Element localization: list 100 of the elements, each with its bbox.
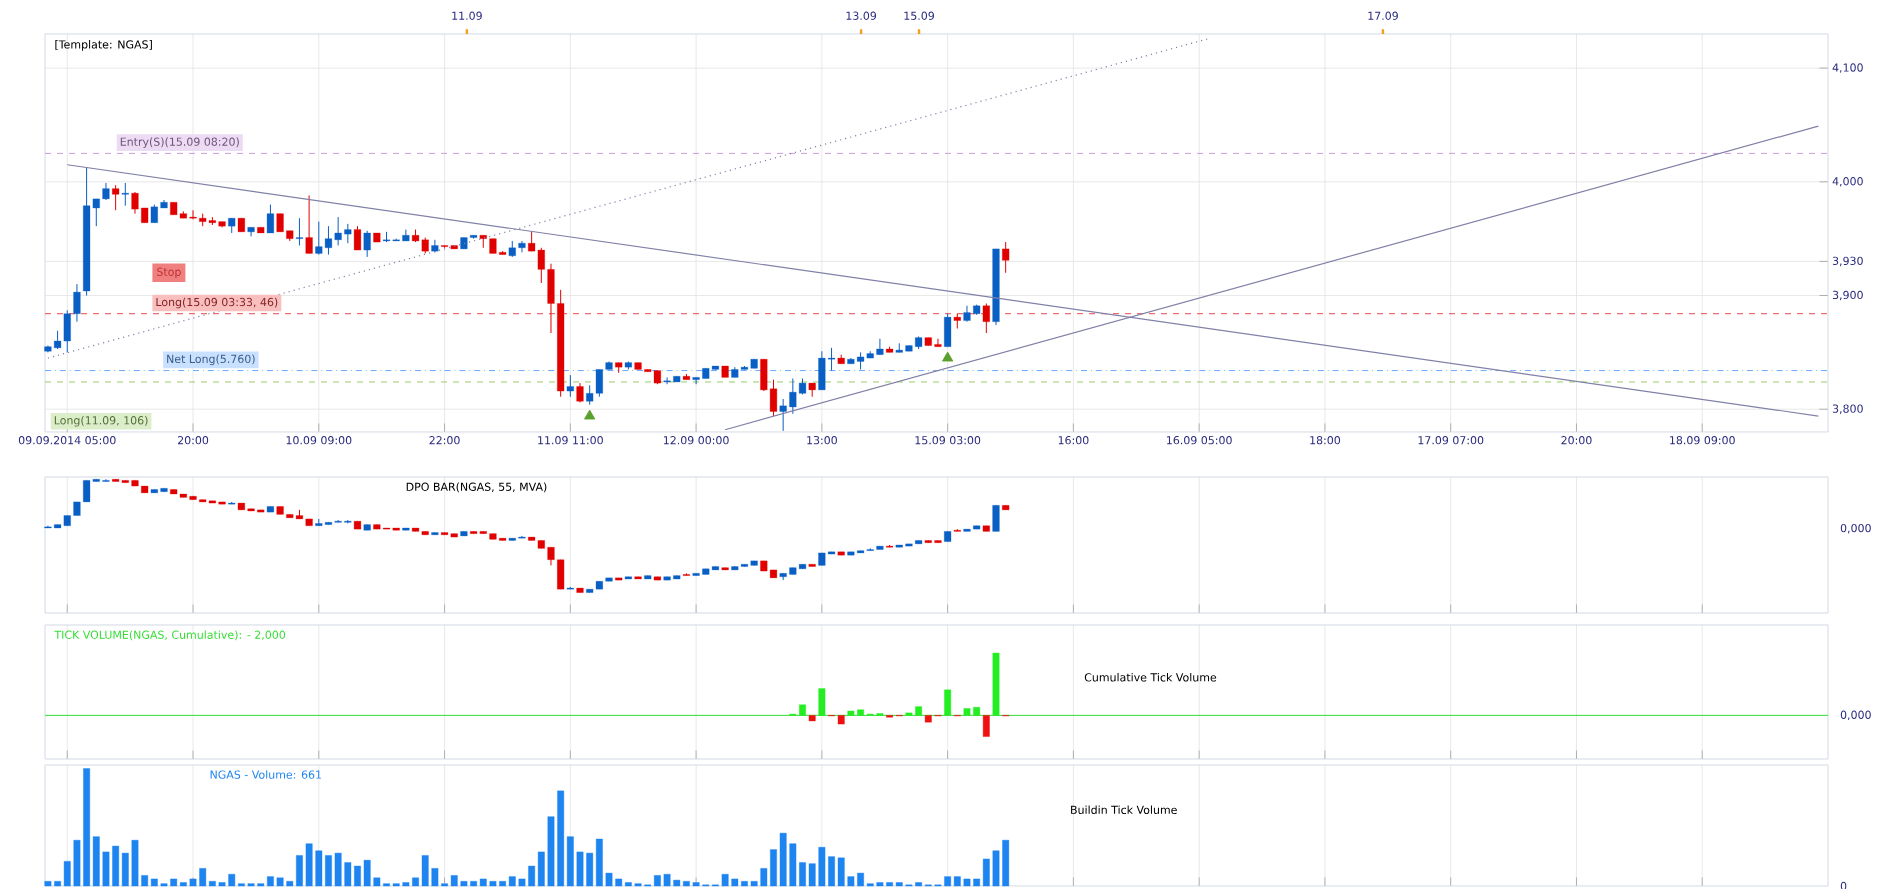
bar [944,876,952,887]
y-tick-label: 4,100 [1832,63,1863,73]
bar [73,839,81,887]
text: 13.09 [846,11,877,20]
bar [354,865,361,887]
bar [112,845,120,887]
bar [915,882,922,887]
annotation: Net Long(5.760) [167,354,255,366]
candlestick [344,223,352,244]
bar [886,882,893,887]
candlestick [1002,241,1010,274]
y-tick-label: 4,000 [1832,177,1863,187]
bar [489,881,497,887]
bar [837,857,845,887]
bar [334,852,342,887]
bar [83,768,91,887]
x-tick-label: 22:00 [429,436,460,445]
x-tick-label: 20:00 [178,436,209,445]
bar [663,874,671,887]
annotation: Entry(S)(15.09 08:20) [120,137,239,148]
candlestick [102,478,110,483]
x-tick-label: 18.09 09:00 [1670,436,1735,445]
x-tick-label: 16.09 05:00 [1167,436,1232,445]
bar [421,855,429,887]
bar [895,882,903,887]
bar [982,715,990,737]
bar [54,881,61,887]
candlestick [692,376,700,385]
bar [63,861,71,887]
chart-title: DPO BAR(NGAS, 55, MVA) [406,482,547,493]
x-tick-label: 18:00 [1310,436,1341,445]
bar [247,883,255,887]
x-tick-label: 13:00 [807,436,837,445]
bar [160,883,168,887]
bar [508,876,516,887]
bar [683,881,690,887]
bar [373,877,381,887]
bar [412,877,419,887]
x-tick-label: 17.09 07:00 [1418,436,1484,445]
x-tick-label: 11.09 11:00 [538,436,603,445]
bar [857,709,864,716]
candlestick [547,546,555,566]
annotation: Long(15.09 03:33, 46) [156,297,278,309]
bar [431,868,439,887]
bar [547,816,555,887]
candlestick [266,204,274,234]
bar [450,875,458,887]
bar [721,874,729,887]
bar [828,856,835,887]
bar [305,843,313,887]
bar [238,883,245,887]
candlestick [131,191,139,215]
text: 17.09 [1368,11,1398,20]
bar [499,881,507,887]
bar [963,878,971,887]
bar [624,882,632,887]
bar [276,877,284,887]
bar [576,851,584,887]
bar [460,881,468,887]
chart-title: NGAS - Volume: 661 [210,770,322,779]
bar [392,883,400,887]
text: 15.09 [904,11,935,20]
candlestick [73,283,81,323]
candlestick [934,338,942,348]
bar [528,865,536,887]
bar [953,876,961,887]
bar [731,878,739,887]
bar [673,879,681,887]
bar [692,882,700,887]
candlestick [876,338,884,356]
bar [654,875,661,887]
bar [750,881,758,887]
bar [789,843,797,887]
candlestick [305,194,313,254]
y-tick-label: 3,800 [1832,404,1863,414]
bar [92,836,100,887]
candlestick [982,302,990,334]
bar [102,851,110,887]
candlestick [518,240,526,253]
bar [286,881,294,887]
text: 0,000 [1840,523,1871,534]
bar [179,882,187,887]
candlestick [121,182,129,207]
bar [866,883,874,887]
candlestick [566,374,574,398]
bar [818,847,826,887]
annotation: Buildin Tick Volume [1071,805,1177,815]
bar [944,689,952,716]
bar [605,872,613,887]
candlestick [295,217,303,246]
bar [363,859,371,887]
bar [779,832,787,887]
bar [973,707,981,716]
bar [170,878,178,887]
bar [818,688,826,716]
candlestick [828,347,836,372]
bar [963,708,971,716]
bar [770,849,777,887]
bar [799,704,806,716]
x-tick-label: 15.09 03:00 [915,436,981,445]
